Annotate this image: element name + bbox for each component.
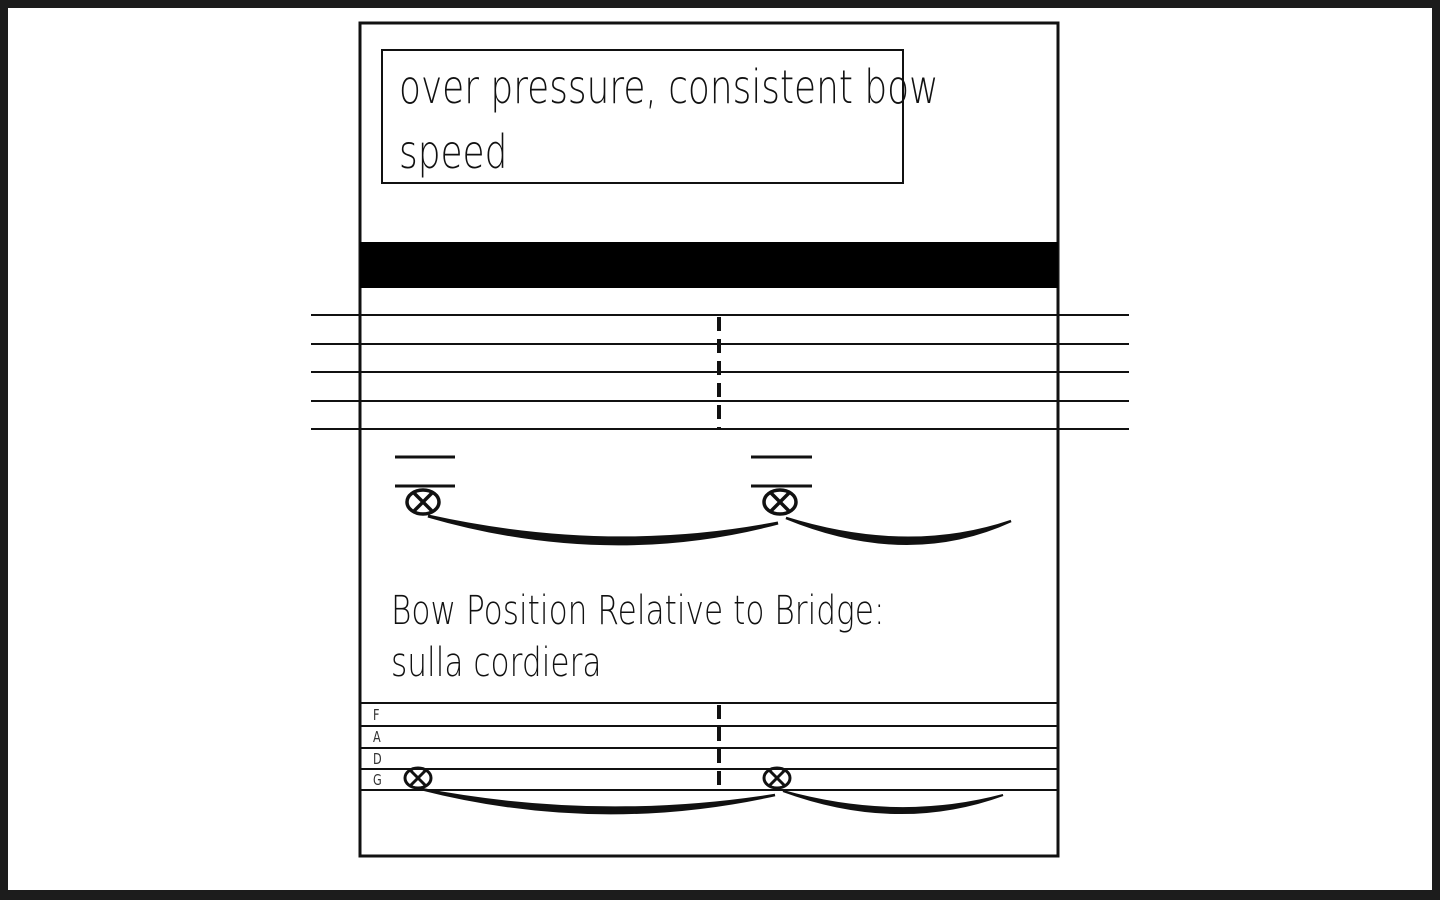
string-tab-lines [360,702,1058,791]
tie-curve [427,514,779,546]
score-page: over pressure, consistent bow speed Bow … [8,8,1432,890]
x-circle-notehead-icon [405,488,441,516]
string-label-f: F [373,706,380,724]
bow-position-title: Bow Position Relative to Bridge: [391,588,885,634]
x-circle-notehead-icon [403,766,433,790]
x-circle-notehead-icon [762,766,792,790]
system-frame [358,21,1060,858]
tie-curve [782,790,1004,814]
instruction-box: over pressure, consistent bow speed [381,49,938,184]
string-label-d: D [373,750,382,768]
string-label-a: A [373,728,381,746]
tie-curve [785,516,1012,545]
tie-curve [420,787,776,815]
score-notation [311,21,1129,858]
thick-bar [360,242,1058,288]
string-label-g: G [373,771,382,789]
instruction-text-line-2: speed [399,125,508,179]
bow-position-value: sulla cordiera [391,640,602,686]
instruction-text-line-1: over pressure, consistent bow [399,60,939,114]
ledger-lines [395,455,812,488]
x-circle-notehead-icon [762,488,798,516]
